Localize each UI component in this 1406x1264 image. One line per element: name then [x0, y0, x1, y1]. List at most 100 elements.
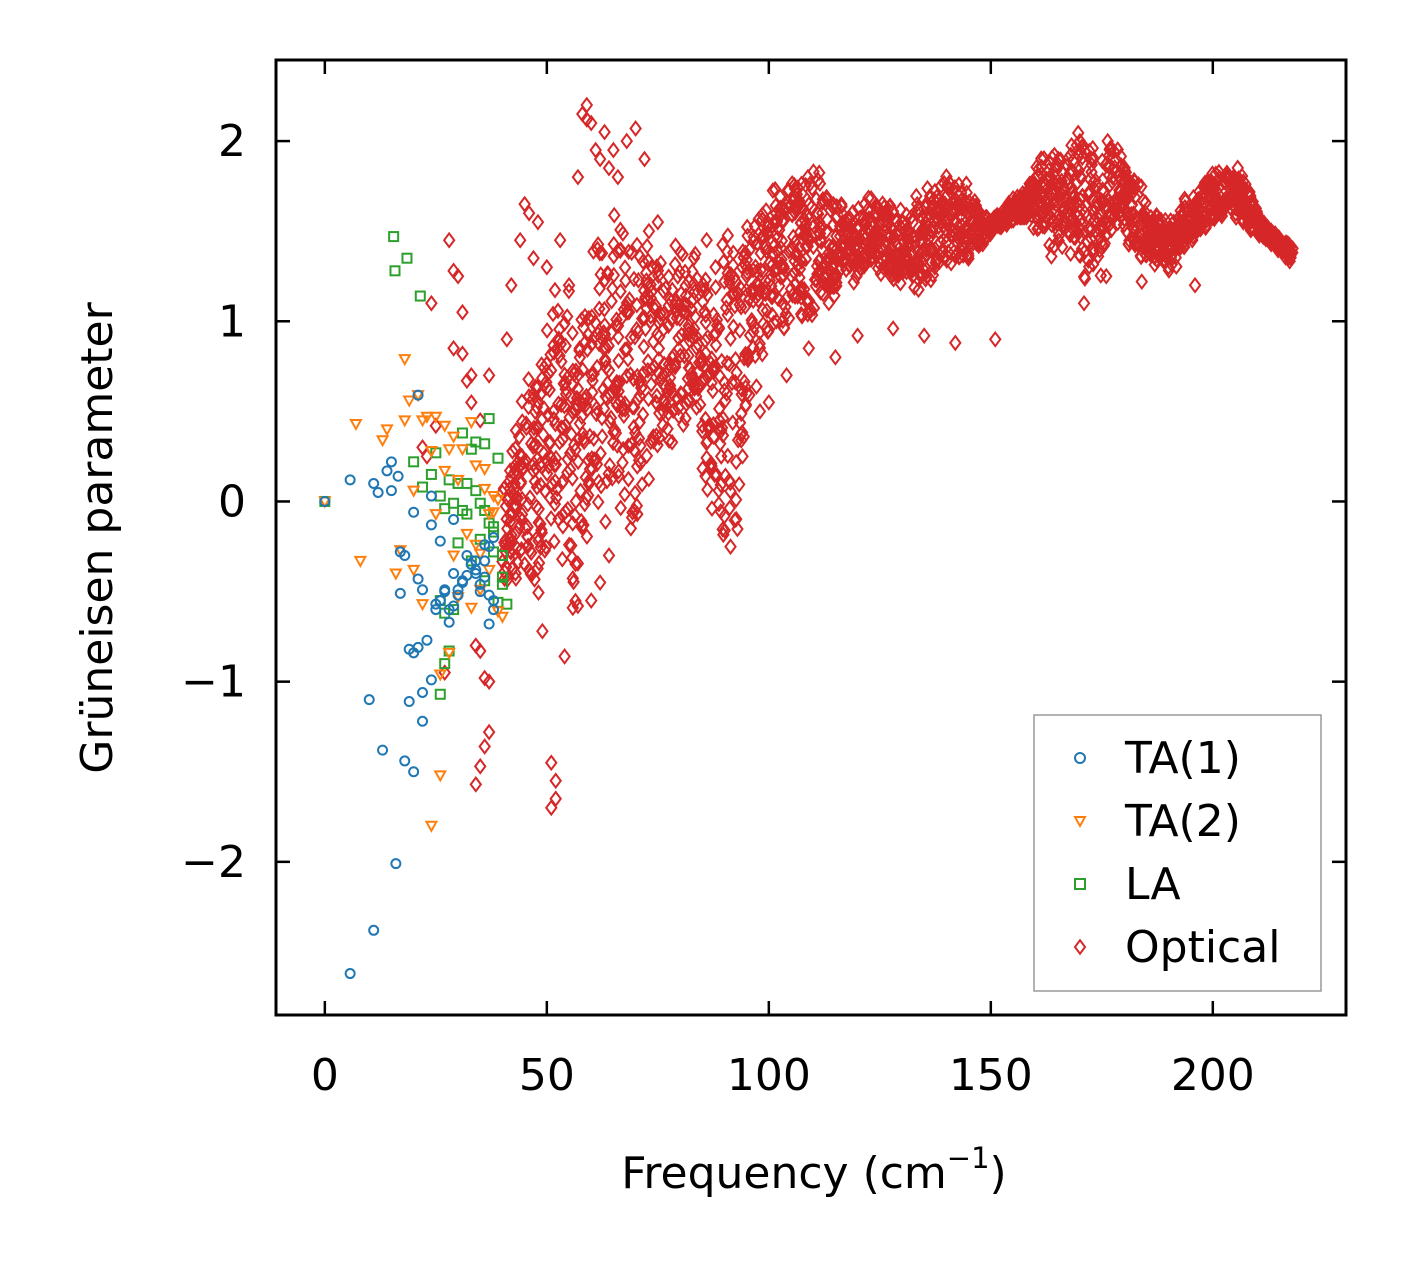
optical-point: [1074, 210, 1088, 228]
optical-point: [735, 258, 749, 276]
optical-point: [571, 597, 585, 615]
optical-point: [662, 432, 676, 450]
ta2-point: [429, 411, 443, 424]
ta1-point: [425, 519, 437, 531]
optical-point: [1118, 168, 1132, 186]
optical-point: [638, 309, 652, 327]
optical-point: [544, 510, 558, 527]
optical-point: [920, 208, 933, 226]
ta2-point: [406, 485, 421, 498]
optical-point: [425, 294, 438, 312]
optical-point: [555, 550, 569, 568]
optical-point: [662, 268, 675, 286]
optical-point: [1103, 176, 1117, 194]
optical-point: [886, 320, 900, 337]
optical-point: [1082, 258, 1096, 276]
optical-point: [753, 402, 767, 420]
optical-point: [960, 184, 973, 202]
ta1-point: [479, 539, 491, 551]
optical-point: [610, 311, 623, 329]
optical-point: [740, 384, 753, 402]
optical-point: [1073, 247, 1087, 265]
optical-point: [549, 449, 563, 467]
optical-point: [815, 204, 829, 222]
optical-point: [1047, 238, 1060, 256]
optical-point: [754, 261, 768, 279]
optical-point: [594, 328, 607, 346]
optical-point: [700, 231, 713, 249]
optical-point: [629, 120, 642, 137]
optical-point: [709, 336, 723, 354]
data-marks: [318, 96, 1299, 980]
optical-point: [1059, 172, 1072, 190]
optical-point: [846, 203, 860, 221]
optical-point: [1065, 136, 1078, 154]
optical-point: [1073, 167, 1087, 185]
optical-point: [530, 478, 544, 496]
optical-point: [701, 286, 714, 304]
optical-point: [675, 326, 688, 344]
optical-point: [640, 237, 654, 255]
ta1-point: [399, 550, 411, 562]
optical-point: [585, 450, 599, 467]
ta2-point: [469, 539, 483, 552]
optical-point: [602, 361, 616, 379]
optical-point: [864, 189, 878, 207]
optical-point: [1194, 219, 1208, 237]
ta1-point: [479, 555, 491, 567]
optical-point: [723, 499, 736, 517]
optical-point: [878, 248, 891, 266]
optical-point: [1123, 183, 1136, 201]
optical-point: [813, 175, 827, 193]
optical-point: [950, 184, 964, 202]
optical-point: [721, 227, 735, 244]
optical-point: [1064, 146, 1078, 164]
optical-point: [560, 308, 574, 325]
optical-point: [912, 281, 925, 299]
optical-point: [1128, 223, 1141, 241]
ta2-point: [477, 483, 492, 496]
optical-point: [682, 273, 696, 291]
optical-point: [762, 393, 776, 411]
optical-point: [605, 469, 619, 487]
optical-point: [747, 228, 760, 246]
optical-point: [669, 237, 682, 255]
y-axis-label: Grüneisen parameter: [72, 301, 123, 773]
optical-point: [568, 507, 582, 524]
ta2-point: [438, 465, 452, 478]
x-axis-label: Frequency (cm−1): [621, 1141, 1006, 1199]
legend-label: TA(1): [1124, 733, 1241, 784]
optical-point: [1074, 191, 1087, 209]
optical-point: [1207, 194, 1221, 211]
ta2-point: [495, 611, 510, 624]
optical-point: [799, 216, 813, 233]
optical-point: [948, 334, 962, 352]
optical-point: [1065, 179, 1078, 196]
optical-point: [829, 198, 843, 216]
optical-point: [780, 366, 793, 384]
optical-point: [807, 163, 820, 180]
optical-point: [673, 347, 687, 365]
optical-point: [861, 201, 874, 219]
optical-point: [672, 329, 685, 347]
optical-point: [887, 270, 900, 288]
ta1-point: [425, 490, 437, 502]
ta2-point: [433, 669, 447, 682]
optical-point: [515, 393, 529, 410]
optical-point: [1191, 190, 1205, 208]
optical-point: [648, 300, 662, 318]
optical-point: [580, 528, 594, 545]
optical-point: [1135, 273, 1149, 291]
ta2-point: [438, 420, 452, 433]
optical-point: [511, 489, 525, 507]
optical-point: [1109, 151, 1123, 168]
optical-point: [772, 221, 786, 239]
optical-point: [620, 294, 634, 312]
optical-point: [512, 428, 526, 446]
ta2-point: [398, 415, 412, 428]
optical-point: [968, 203, 982, 221]
optical-point: [1066, 184, 1080, 202]
optical-point: [1102, 157, 1115, 175]
optical-point: [852, 218, 865, 236]
optical-point: [732, 476, 746, 493]
